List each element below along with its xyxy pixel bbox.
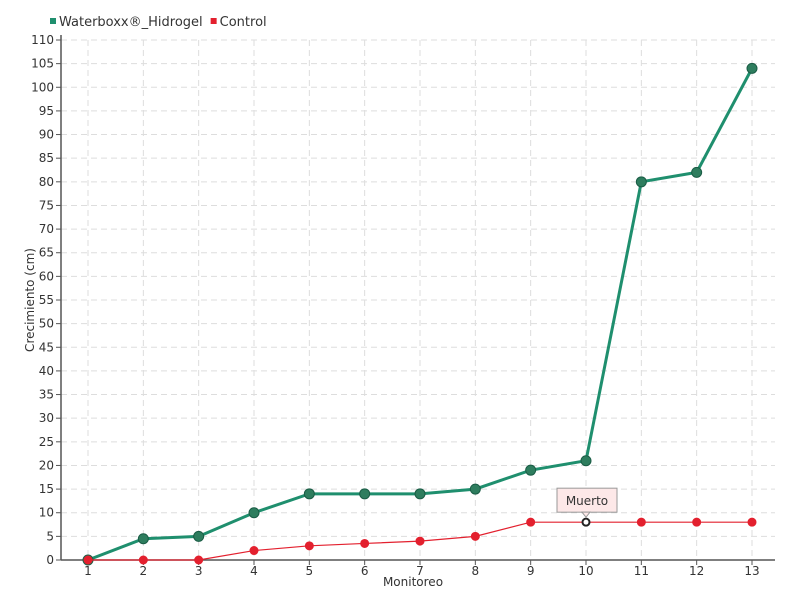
- x-tick-label: 4: [250, 564, 258, 578]
- legend-swatch: [50, 18, 56, 24]
- y-tick-label: 10: [39, 506, 54, 520]
- data-point[interactable]: [746, 62, 758, 74]
- legend-item-control[interactable]: Control: [210, 15, 267, 30]
- data-point[interactable]: [635, 176, 647, 188]
- data-point[interactable]: [691, 166, 703, 178]
- legend-label: Waterboxx®_Hidrogel: [59, 15, 203, 30]
- data-point[interactable]: [249, 546, 259, 556]
- y-tick-label: 110: [31, 33, 54, 47]
- tooltip-box: [556, 487, 618, 513]
- y-tick-label: 25: [39, 435, 54, 449]
- data-point[interactable]: [360, 538, 370, 548]
- y-tick-label: 95: [39, 104, 54, 118]
- legend-swatch: [210, 18, 217, 24]
- y-tick-label: 70: [39, 222, 54, 236]
- data-point[interactable]: [304, 541, 314, 551]
- data-point[interactable]: [83, 555, 93, 565]
- y-tick-label: 45: [39, 340, 54, 354]
- x-tick-label: 7: [416, 564, 424, 578]
- data-point[interactable]: [137, 533, 149, 545]
- series-layer: [82, 62, 758, 566]
- data-point[interactable]: [747, 517, 757, 527]
- data-point[interactable]: [415, 536, 425, 546]
- x-tick-label: 11: [634, 564, 649, 578]
- y-tick-label: 50: [39, 317, 54, 331]
- y-axis-title: Crecimiento (cm): [23, 248, 37, 352]
- data-point[interactable]: [193, 530, 205, 542]
- x-tick-label: 5: [306, 564, 314, 578]
- x-tick-label: 6: [361, 564, 369, 578]
- y-tick-label: 30: [39, 411, 54, 425]
- data-point[interactable]: [525, 464, 537, 476]
- tooltip-pointer: [580, 511, 592, 518]
- x-tick-label: 2: [140, 564, 148, 578]
- x-tick-label: 1: [84, 564, 92, 578]
- y-tick-label: 15: [39, 482, 54, 496]
- x-tick-labels: 1 2 3 4 5 6 7 8 9 10 11 12 13: [84, 560, 760, 578]
- y-tick-label: 100: [31, 80, 54, 94]
- data-point[interactable]: [470, 531, 480, 541]
- data-point-highlighted[interactable]: [581, 517, 591, 527]
- legend: Waterboxx®_Hidrogel Control: [50, 15, 267, 30]
- data-point[interactable]: [526, 517, 536, 527]
- data-point[interactable]: [469, 483, 481, 495]
- data-point[interactable]: [636, 517, 646, 527]
- y-tick-label: 60: [39, 269, 54, 283]
- y-tick-label: 80: [39, 175, 54, 189]
- y-tick-label: 75: [39, 198, 54, 212]
- x-tick-label: 8: [472, 564, 480, 578]
- series-waterboxx: [82, 62, 758, 566]
- data-point[interactable]: [580, 455, 592, 467]
- y-tick-label: 85: [39, 151, 54, 165]
- x-tick-label: 12: [689, 564, 704, 578]
- x-tick-label: 3: [195, 564, 203, 578]
- series-control: [83, 517, 757, 565]
- x-tick-label: 9: [527, 564, 535, 578]
- grid: [61, 39, 775, 560]
- data-point[interactable]: [692, 517, 702, 527]
- data-point[interactable]: [414, 488, 426, 500]
- x-tick-label: 13: [744, 564, 759, 578]
- y-tick-labels: 0 5 10 15 20 25 30 35 40 45 50 55 60 65 70 75 80 85 90 95 10…: [31, 33, 61, 567]
- y-tick-label: 90: [39, 128, 54, 142]
- annotation-tooltip: Muerto: [556, 487, 618, 518]
- data-point[interactable]: [194, 555, 204, 565]
- y-tick-label: 5: [46, 529, 54, 543]
- y-tick-label: 35: [39, 388, 54, 402]
- data-point[interactable]: [248, 507, 260, 519]
- y-tick-label: 0: [46, 553, 54, 567]
- x-tick-label: 10: [578, 564, 593, 578]
- legend-label: Control: [220, 15, 267, 30]
- data-point[interactable]: [359, 488, 371, 500]
- annotations: Muerto: [556, 487, 618, 518]
- axes: [60, 35, 775, 561]
- y-tick-label: 20: [39, 458, 54, 472]
- y-tick-label: 105: [31, 57, 54, 71]
- x-axis-title: Monitoreo: [383, 575, 443, 589]
- y-tick-label: 55: [39, 293, 54, 307]
- data-point[interactable]: [303, 488, 315, 500]
- tooltip-text: Muerto: [566, 494, 608, 508]
- y-tick-label: 40: [39, 364, 54, 378]
- y-tick-label: 65: [39, 246, 54, 260]
- data-point[interactable]: [138, 555, 148, 565]
- legend-item-waterboxx[interactable]: Waterboxx®_Hidrogel: [50, 15, 203, 30]
